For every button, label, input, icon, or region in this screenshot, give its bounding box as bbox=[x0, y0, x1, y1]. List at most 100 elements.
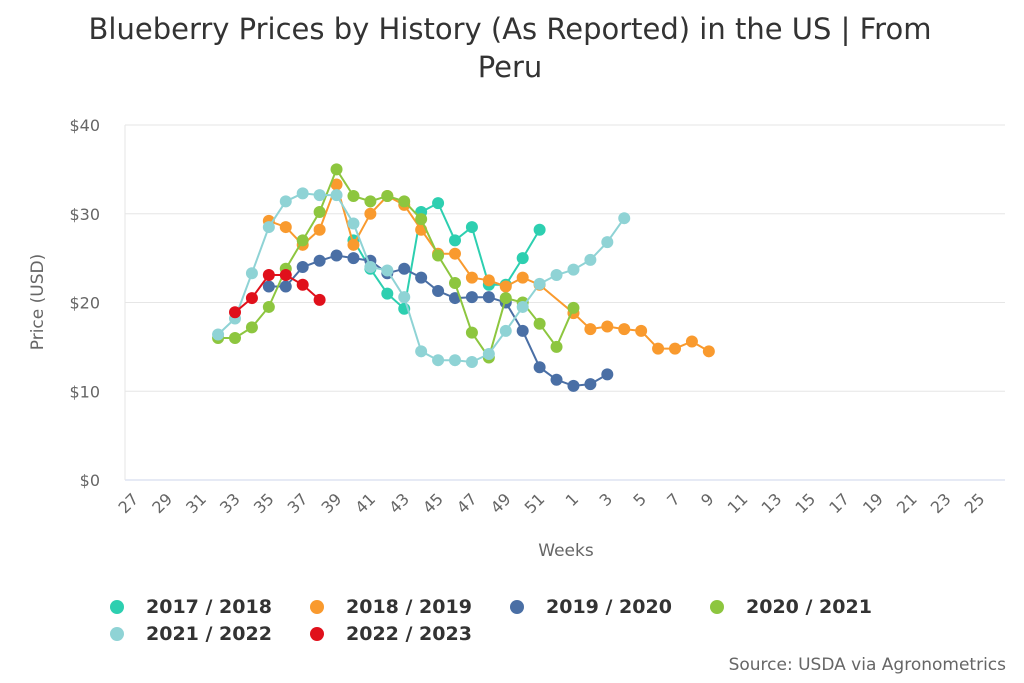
data-point bbox=[601, 368, 614, 381]
chart-title-line-1: Blueberry Prices by History (As Reported… bbox=[88, 12, 932, 46]
legend-label: 2020 / 2021 bbox=[746, 596, 872, 618]
data-point bbox=[550, 373, 563, 386]
data-point bbox=[465, 355, 478, 368]
data-point bbox=[449, 247, 461, 260]
x-tick-label: 45 bbox=[419, 489, 447, 517]
legend-item[interactable]: 2019 / 2020 bbox=[510, 596, 672, 618]
data-point bbox=[465, 221, 478, 234]
data-point bbox=[499, 324, 512, 337]
y-tick-label: $40 bbox=[69, 116, 100, 135]
x-tick-label: 39 bbox=[318, 489, 346, 517]
data-point bbox=[262, 221, 275, 234]
data-point bbox=[279, 195, 292, 208]
data-point bbox=[364, 261, 377, 273]
series-2021-2022 bbox=[212, 187, 631, 368]
legend-marker bbox=[110, 600, 124, 614]
data-point bbox=[245, 292, 258, 305]
x-axis-title: Weeks bbox=[538, 541, 594, 561]
source-note: Source: USDA via Agronometrics bbox=[728, 655, 1006, 675]
x-axis: 27 29 31 33 35 37 39 41 43 45 47 49 51 1 3 5 7 9 11 13 15 17 1… bbox=[114, 489, 988, 517]
data-point bbox=[313, 223, 326, 236]
legend-label: 2018 / 2019 bbox=[346, 596, 472, 618]
data-point bbox=[415, 345, 428, 358]
x-tick-label: 47 bbox=[453, 489, 481, 517]
data-point bbox=[449, 292, 461, 305]
data-point bbox=[449, 234, 461, 247]
x-tick-label: 9 bbox=[697, 489, 718, 510]
data-point bbox=[279, 280, 292, 293]
data-point bbox=[567, 379, 580, 392]
data-point bbox=[279, 268, 292, 281]
data-point bbox=[398, 195, 411, 208]
legend-item[interactable]: 2020 / 2021 bbox=[710, 596, 872, 618]
x-tick-label: 29 bbox=[148, 489, 176, 517]
data-point bbox=[601, 320, 614, 333]
data-point bbox=[550, 340, 563, 353]
data-point bbox=[415, 271, 428, 284]
series-layer bbox=[212, 163, 715, 392]
data-point bbox=[618, 323, 631, 336]
data-point bbox=[465, 326, 478, 339]
data-point bbox=[533, 223, 546, 236]
data-point bbox=[313, 205, 326, 218]
legend-item[interactable]: 2017 / 2018 bbox=[110, 596, 272, 618]
y-tick-label: $10 bbox=[69, 382, 100, 401]
legend-marker bbox=[310, 627, 324, 641]
x-tick-label: 25 bbox=[961, 489, 989, 517]
data-point bbox=[618, 212, 631, 225]
data-point bbox=[262, 300, 275, 313]
data-point bbox=[533, 361, 546, 374]
legend-item[interactable]: 2022 / 2023 bbox=[310, 623, 472, 645]
legend-marker bbox=[110, 627, 124, 641]
series-2018-2019 bbox=[262, 178, 715, 358]
data-point bbox=[685, 335, 698, 348]
data-point bbox=[432, 354, 445, 367]
data-point bbox=[584, 323, 597, 336]
data-point bbox=[533, 317, 546, 330]
data-point bbox=[669, 342, 681, 355]
x-tick-label: 19 bbox=[859, 489, 887, 517]
legend-item[interactable]: 2018 / 2019 bbox=[310, 596, 472, 618]
data-point bbox=[398, 262, 411, 275]
x-tick-label: 7 bbox=[663, 489, 684, 510]
data-point bbox=[432, 284, 445, 297]
data-point bbox=[567, 301, 580, 314]
x-tick-label: 1 bbox=[562, 489, 583, 510]
data-point bbox=[347, 252, 360, 265]
y-axis: $0 $10 $20 $30 $40 bbox=[69, 116, 100, 490]
series-2017-2018 bbox=[347, 197, 546, 315]
x-tick-label: 17 bbox=[825, 489, 853, 517]
data-point bbox=[702, 345, 715, 358]
data-point bbox=[279, 221, 292, 234]
data-point bbox=[652, 342, 665, 355]
data-point bbox=[296, 261, 309, 273]
data-point bbox=[550, 268, 563, 281]
y-axis-title: Price (USD) bbox=[28, 254, 48, 350]
data-point bbox=[398, 291, 411, 304]
legend-marker bbox=[310, 600, 324, 614]
data-point bbox=[313, 254, 326, 267]
data-point bbox=[313, 293, 326, 306]
data-point bbox=[347, 238, 360, 251]
data-point bbox=[516, 324, 529, 337]
grid-lines bbox=[124, 124, 1005, 481]
data-point bbox=[516, 252, 529, 265]
data-point bbox=[415, 213, 428, 226]
x-tick-label: 5 bbox=[629, 489, 650, 510]
x-tick-label: 33 bbox=[216, 489, 244, 517]
legend-label: 2017 / 2018 bbox=[146, 596, 272, 618]
data-point bbox=[262, 268, 275, 281]
x-tick-label: 31 bbox=[182, 489, 210, 517]
legend-marker bbox=[710, 600, 724, 614]
data-point bbox=[229, 306, 241, 319]
legend-item[interactable]: 2021 / 2022 bbox=[110, 623, 272, 645]
data-point bbox=[381, 264, 394, 277]
legend-marker bbox=[510, 600, 524, 614]
data-point bbox=[533, 277, 546, 290]
x-tick-label: 43 bbox=[385, 489, 413, 517]
chart-title: Blueberry Prices by History (As Reported… bbox=[60, 10, 960, 86]
data-point bbox=[381, 287, 394, 300]
data-point bbox=[499, 280, 512, 293]
x-tick-label: 11 bbox=[724, 489, 752, 517]
y-tick-label: $20 bbox=[69, 294, 100, 313]
